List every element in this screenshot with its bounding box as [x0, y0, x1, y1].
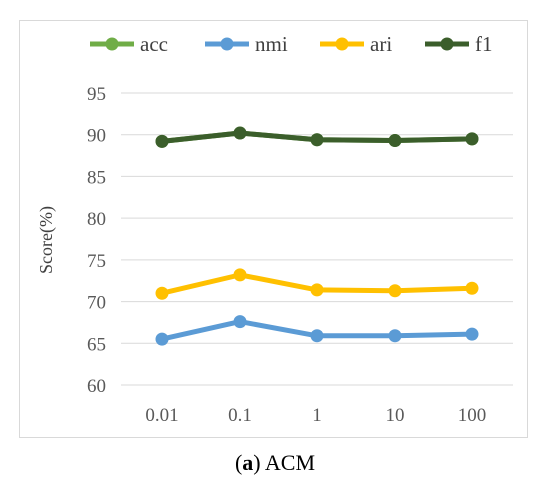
- data-point-f1: [155, 134, 169, 148]
- legend-swatch-marker: [105, 37, 119, 51]
- y-tick-label: 70: [87, 293, 106, 314]
- series-nmi: [155, 315, 479, 346]
- legend-item-ari: ari: [320, 32, 392, 56]
- legend-label: nmi: [255, 32, 288, 56]
- data-point-nmi: [155, 332, 169, 346]
- legend-swatch-marker: [335, 37, 349, 51]
- legend-label: ari: [370, 32, 392, 56]
- y-axis-ticks: 60 65 70 75 80 85 90 95: [87, 84, 106, 397]
- legend-swatch-marker: [220, 37, 234, 51]
- y-tick-label: 95: [87, 84, 106, 105]
- gridlines: [121, 92, 513, 386]
- data-point-f1: [388, 134, 402, 148]
- y-tick-label: 90: [87, 126, 106, 147]
- data-point-ari: [465, 281, 479, 295]
- data-point-ari: [310, 283, 324, 297]
- series-lines: [155, 126, 479, 346]
- legend-item-f1: f1: [425, 32, 493, 56]
- figure-caption: (a) ACM: [234, 450, 316, 475]
- data-point-ari: [233, 268, 247, 282]
- legend-swatch-marker: [440, 37, 454, 51]
- caption-text: ACM: [264, 450, 316, 475]
- data-point-f1: [465, 132, 479, 146]
- y-tick-label: 85: [87, 167, 106, 188]
- series-ari: [155, 268, 479, 300]
- chart-frame: [19, 20, 528, 438]
- y-tick-label: 75: [87, 251, 106, 272]
- caption-label: a: [242, 450, 254, 475]
- x-axis-ticks: 0.01 0.1 1 10 100: [145, 405, 486, 426]
- x-tick-label: 10: [386, 405, 405, 426]
- legend-label: acc: [140, 32, 168, 56]
- data-point-ari: [155, 286, 169, 300]
- data-point-ari: [388, 284, 402, 298]
- data-point-nmi: [233, 315, 247, 329]
- y-tick-label: 60: [87, 376, 106, 397]
- x-tick-label: 1: [312, 405, 322, 426]
- x-tick-label: 100: [458, 405, 487, 426]
- data-point-nmi: [310, 329, 324, 343]
- data-point-nmi: [465, 327, 479, 341]
- series-f1: [155, 126, 479, 148]
- x-tick-label: 0.1: [228, 405, 252, 426]
- y-tick-label: 65: [87, 334, 106, 355]
- y-axis-label: Score(%): [36, 206, 57, 274]
- data-point-nmi: [388, 329, 402, 343]
- data-point-f1: [310, 133, 324, 147]
- x-tick-label: 0.01: [145, 405, 178, 426]
- y-tick-label: 80: [87, 209, 106, 230]
- legend-label: f1: [475, 32, 493, 56]
- legend: acc nmi ari f1: [90, 32, 493, 56]
- legend-item-acc: acc: [90, 32, 168, 56]
- data-point-f1: [233, 126, 247, 140]
- legend-item-nmi: nmi: [205, 32, 288, 56]
